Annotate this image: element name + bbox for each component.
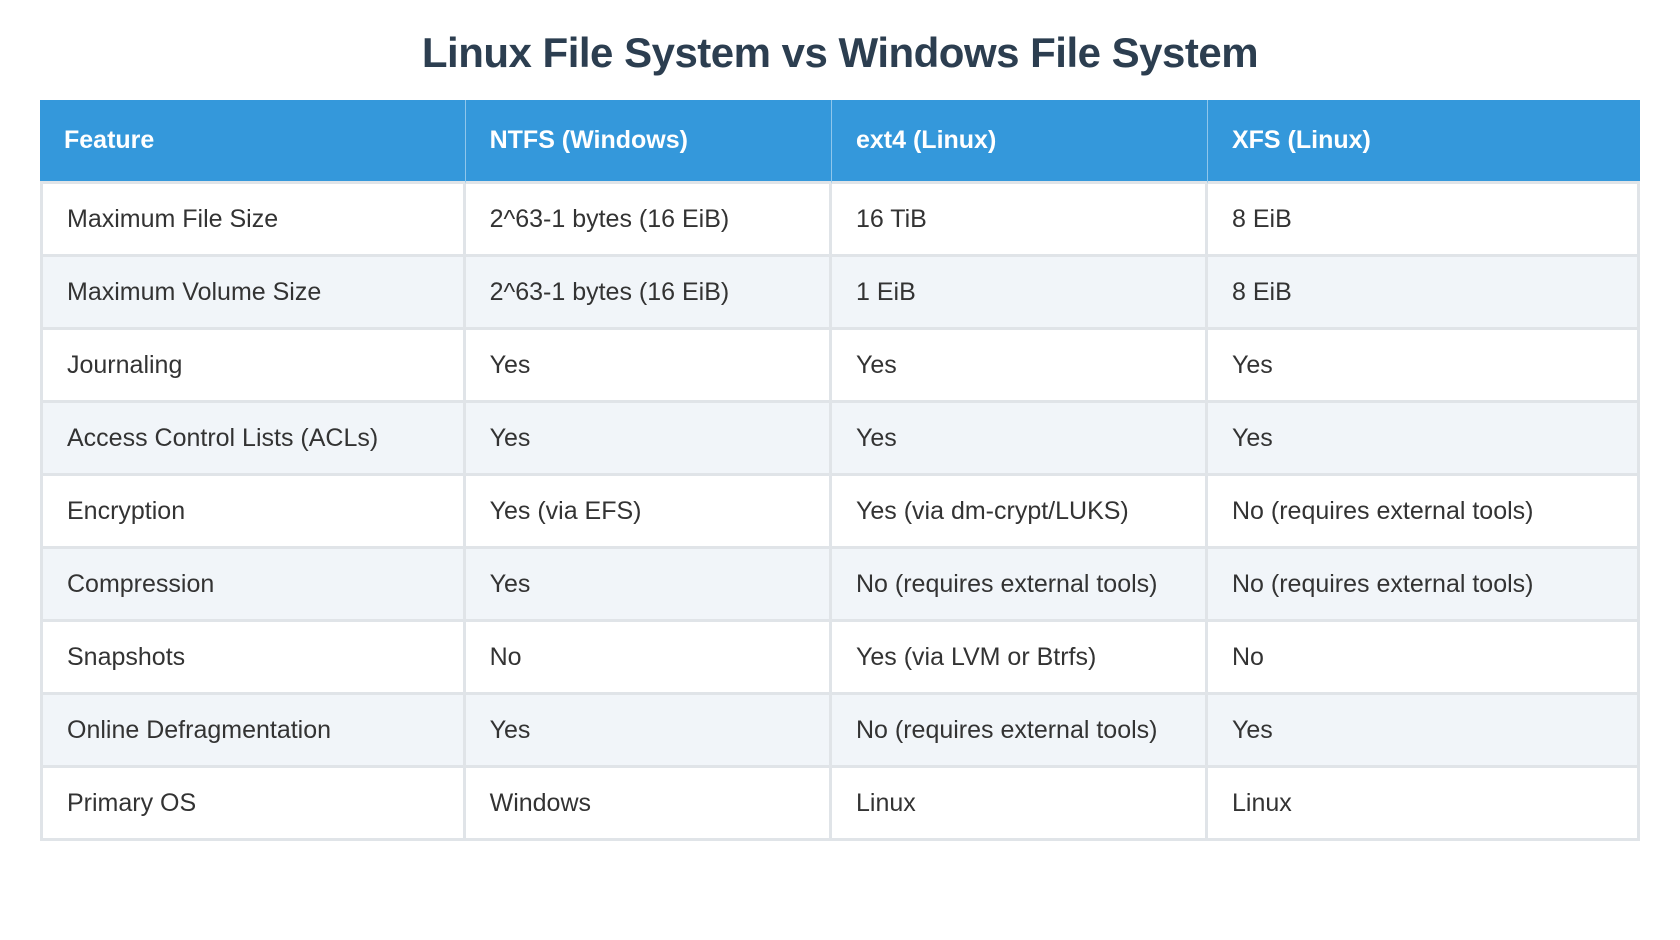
value-cell: 1 EiB	[831, 257, 1208, 331]
feature-cell: Snapshots	[40, 622, 466, 696]
value-cell: Yes	[1207, 330, 1640, 404]
table-body: Maximum File Size 2^63-1 bytes (16 EiB) 16…	[40, 184, 1640, 842]
table-row: Access Control Lists (ACLs) Yes Yes Yes	[40, 403, 1640, 477]
value-cell: Yes	[465, 695, 832, 769]
value-cell: Yes	[1207, 695, 1640, 769]
feature-cell: Online Defragmentation	[40, 695, 466, 769]
column-header-ext4: ext4 (Linux)	[831, 100, 1208, 185]
value-cell: No (requires external tools)	[831, 549, 1208, 623]
table-container: Feature NTFS (Windows) ext4 (Linux) XFS …	[40, 100, 1640, 842]
value-cell: Linux	[831, 768, 1208, 842]
feature-cell: Maximum Volume Size	[40, 257, 466, 331]
value-cell: 2^63-1 bytes (16 EiB)	[465, 184, 832, 258]
value-cell: 16 TiB	[831, 184, 1208, 258]
column-header-ntfs: NTFS (Windows)	[465, 100, 832, 185]
value-cell: Yes	[465, 549, 832, 623]
feature-cell: Maximum File Size	[40, 184, 466, 258]
column-header-feature: Feature	[40, 100, 466, 185]
comparison-table: Feature NTFS (Windows) ext4 (Linux) XFS …	[40, 100, 1640, 842]
value-cell: No	[465, 622, 832, 696]
value-cell: Yes (via LVM or Btrfs)	[831, 622, 1208, 696]
table-row: Encryption Yes (via EFS) Yes (via dm-crypt…	[40, 476, 1640, 550]
table-row: Snapshots No Yes (via LVM or Btrfs) No	[40, 622, 1640, 696]
value-cell: No (requires external tools)	[1207, 476, 1640, 550]
feature-cell: Primary OS	[40, 768, 466, 842]
table-row: Compression Yes No (requires external tool…	[40, 549, 1640, 623]
value-cell: Windows	[465, 768, 832, 842]
feature-cell: Encryption	[40, 476, 466, 550]
feature-cell: Compression	[40, 549, 466, 623]
value-cell: 8 EiB	[1207, 257, 1640, 331]
value-cell: No	[1207, 622, 1640, 696]
table-row: Online Defragmentation Yes No (requires ex…	[40, 695, 1640, 769]
column-header-xfs: XFS (Linux)	[1207, 100, 1640, 185]
table-row: Maximum Volume Size 2^63-1 bytes (16 EiB)…	[40, 257, 1640, 331]
value-cell: Yes (via EFS)	[465, 476, 832, 550]
header-row: Feature NTFS (Windows) ext4 (Linux) XFS …	[40, 100, 1640, 185]
value-cell: Linux	[1207, 768, 1640, 842]
value-cell: No (requires external tools)	[1207, 549, 1640, 623]
value-cell: 2^63-1 bytes (16 EiB)	[465, 257, 832, 331]
value-cell: 8 EiB	[1207, 184, 1640, 258]
table-row: Journaling Yes Yes Yes	[40, 330, 1640, 404]
value-cell: Yes (via dm-crypt/LUKS)	[831, 476, 1208, 550]
value-cell: No (requires external tools)	[831, 695, 1208, 769]
value-cell: Yes	[1207, 403, 1640, 477]
table-row: Primary OS Windows Linux Linux	[40, 768, 1640, 842]
feature-cell: Journaling	[40, 330, 466, 404]
page-title: Linux File System vs Windows File System	[421, 29, 1259, 76]
value-cell: Yes	[831, 403, 1208, 477]
value-cell: Yes	[465, 403, 832, 477]
feature-cell: Access Control Lists (ACLs)	[40, 403, 466, 477]
table-header: Feature NTFS (Windows) ext4 (Linux) XFS …	[40, 100, 1640, 185]
value-cell: Yes	[465, 330, 832, 404]
value-cell: Yes	[831, 330, 1208, 404]
table-row: Maximum File Size 2^63-1 bytes (16 EiB) 16…	[40, 184, 1640, 258]
